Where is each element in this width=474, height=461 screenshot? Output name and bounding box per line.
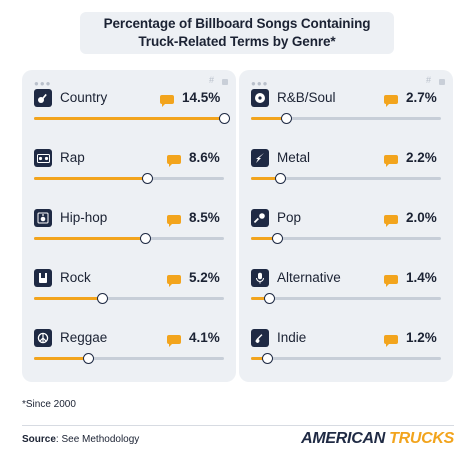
genre-row-reggae: Reggae 4.1% bbox=[22, 327, 236, 369]
genre-panel-right: ●●● # R&B/Soul 2.7% Metal 2.2% Pop 2.0% Altern… bbox=[239, 70, 453, 382]
value-label: 2.0% bbox=[406, 210, 437, 225]
genre-row-r-b-soul: R&B/Soul 2.7% bbox=[239, 87, 453, 129]
genre-label: Rock bbox=[60, 270, 91, 285]
value-label: 2.2% bbox=[406, 150, 437, 165]
hash-icon: # bbox=[425, 75, 431, 85]
genre-label: Alternative bbox=[277, 270, 341, 285]
genre-label: Hip-hop bbox=[60, 210, 108, 225]
peace-icon bbox=[34, 329, 52, 347]
chat-bubble-icon bbox=[160, 95, 174, 107]
genre-label: R&B/Soul bbox=[277, 90, 336, 105]
source-note: Source: See Methodology bbox=[22, 434, 139, 445]
hash-icon: # bbox=[208, 75, 214, 85]
genre-row-indie: Indie 1.2% bbox=[239, 327, 453, 369]
bar-end-marker bbox=[272, 233, 283, 244]
source-label: Source bbox=[22, 434, 56, 445]
value-label: 4.1% bbox=[189, 330, 220, 345]
bar-end-marker bbox=[275, 173, 286, 184]
genre-row-country: Country 14.5% bbox=[22, 87, 236, 129]
value-label: 5.2% bbox=[189, 270, 220, 285]
dots-icon: ●●● bbox=[34, 79, 52, 88]
bar-track bbox=[251, 233, 441, 244]
bar-pop bbox=[251, 237, 277, 240]
bar-end-marker bbox=[262, 353, 273, 364]
title-line-1: Percentage of Billboard Songs Containing bbox=[103, 16, 371, 31]
bar-r-b-soul bbox=[251, 117, 286, 120]
genre-label: Country bbox=[60, 90, 108, 105]
genre-label: Reggae bbox=[60, 330, 108, 345]
square-icon bbox=[439, 79, 445, 85]
logo-part-1: AMERICAN bbox=[301, 430, 385, 447]
bar-track bbox=[34, 353, 224, 364]
bar-end-marker bbox=[142, 173, 153, 184]
value-label: 1.4% bbox=[406, 270, 437, 285]
bar-track bbox=[251, 353, 441, 364]
bar-rap bbox=[34, 177, 147, 180]
square-icon bbox=[222, 79, 228, 85]
bar-end-marker bbox=[97, 293, 108, 304]
genre-label: Pop bbox=[277, 210, 302, 225]
logo-part-2: TRUCKS bbox=[389, 430, 454, 447]
brand-logo: AMERICAN TRUCKS bbox=[301, 430, 454, 448]
boombox-icon bbox=[34, 149, 52, 167]
value-label: 14.5% bbox=[182, 90, 221, 105]
bar-alternative bbox=[251, 297, 269, 300]
source-text: : See Methodology bbox=[55, 434, 140, 445]
chat-bubble-icon bbox=[384, 335, 398, 347]
electric-guitar-icon bbox=[251, 329, 269, 347]
value-label: 1.2% bbox=[406, 330, 437, 345]
chat-bubble-icon bbox=[167, 215, 181, 227]
studio-mic-icon bbox=[251, 269, 269, 287]
genre-row-metal: Metal 2.2% bbox=[239, 147, 453, 189]
speaker-icon bbox=[34, 209, 52, 227]
bar-end-marker bbox=[264, 293, 275, 304]
bar-metal bbox=[251, 177, 280, 180]
title-line-2: Truck-Related Terms by Genre* bbox=[138, 34, 336, 49]
bar-track bbox=[34, 233, 224, 244]
chart-title: Percentage of Billboard Songs Containing… bbox=[80, 12, 394, 54]
genre-label: Indie bbox=[277, 330, 307, 345]
genre-label: Rap bbox=[60, 150, 85, 165]
bar-reggae bbox=[34, 357, 88, 360]
chat-bubble-icon bbox=[384, 215, 398, 227]
bar-end-marker bbox=[219, 113, 230, 124]
chat-bubble-icon bbox=[384, 155, 398, 167]
rock-hand-icon bbox=[34, 269, 52, 287]
bar-end-marker bbox=[281, 113, 292, 124]
genre-label: Metal bbox=[277, 150, 311, 165]
genre-row-hip-hop: Hip-hop 8.5% bbox=[22, 207, 236, 249]
genre-row-rock: Rock 5.2% bbox=[22, 267, 236, 309]
bar-track bbox=[251, 113, 441, 124]
dots-icon: ●●● bbox=[251, 79, 269, 88]
bar-track bbox=[34, 173, 224, 184]
bar-track bbox=[251, 173, 441, 184]
value-label: 2.7% bbox=[406, 90, 437, 105]
chat-bubble-icon bbox=[167, 335, 181, 347]
lightning-guitar-icon bbox=[251, 149, 269, 167]
value-label: 8.6% bbox=[189, 150, 220, 165]
vinyl-icon bbox=[251, 89, 269, 107]
genre-row-alternative: Alternative 1.4% bbox=[239, 267, 453, 309]
bar-end-marker bbox=[140, 233, 151, 244]
footnote: *Since 2000 bbox=[22, 399, 76, 410]
bar-country bbox=[34, 117, 224, 120]
bar-end-marker bbox=[83, 353, 94, 364]
bar-track bbox=[34, 293, 224, 304]
bar-hip-hop bbox=[34, 237, 145, 240]
chat-bubble-icon bbox=[167, 275, 181, 287]
bar-track bbox=[251, 293, 441, 304]
microphone-icon bbox=[251, 209, 269, 227]
value-label: 8.5% bbox=[189, 210, 220, 225]
genre-panel-left: ●●● # Country 14.5% Rap 8.6% Hip-hop 8.5% Rock… bbox=[22, 70, 236, 382]
genre-row-pop: Pop 2.0% bbox=[239, 207, 453, 249]
divider bbox=[22, 425, 454, 426]
bar-rock bbox=[34, 297, 102, 300]
chat-bubble-icon bbox=[384, 95, 398, 107]
chat-bubble-icon bbox=[384, 275, 398, 287]
bar-indie bbox=[251, 357, 267, 360]
bar-track bbox=[34, 113, 230, 124]
chat-bubble-icon bbox=[167, 155, 181, 167]
genre-row-rap: Rap 8.6% bbox=[22, 147, 236, 189]
guitar-icon bbox=[34, 89, 52, 107]
